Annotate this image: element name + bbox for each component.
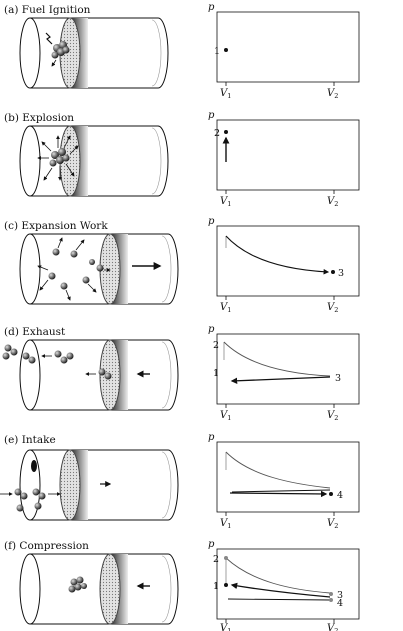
state-label-3-d: 3 xyxy=(335,373,341,384)
pv-plot-e: p V1 V2 4 xyxy=(208,432,360,530)
intake-valve-e xyxy=(31,460,37,472)
state-label-2-b: 2 xyxy=(214,128,220,139)
panel-b: (b) Explosion xyxy=(4,110,360,208)
state-label-2-d: 2 xyxy=(213,340,219,351)
p-axis-label-c: p xyxy=(208,216,215,227)
expansion-curve-f xyxy=(225,557,331,594)
pv-plot-b: p V1 V2 2 xyxy=(208,110,360,208)
svg-text:V2: V2 xyxy=(327,410,338,422)
state-label-3-f: 3 xyxy=(337,590,343,601)
expansion-curve-e xyxy=(225,451,331,489)
pv-plot-a: p V1 V2 1 xyxy=(208,2,360,100)
spark-icon xyxy=(45,32,53,45)
pv-plot-f: p V1 V2 2 1 3 4 xyxy=(208,539,360,631)
p-axis-label-b: p xyxy=(208,110,215,121)
caption-f: (f) Compression xyxy=(4,540,89,552)
compressed-molecules-f xyxy=(68,576,87,593)
state-point-3-f xyxy=(329,592,333,596)
p-axis-label-d: p xyxy=(208,324,215,335)
cylinder-d xyxy=(19,339,179,411)
compression-curve-f xyxy=(230,582,331,598)
state-point-1-f xyxy=(224,583,228,587)
state-label-1-f: 1 xyxy=(213,581,219,592)
caption-a: (a) Fuel Ignition xyxy=(4,4,91,16)
v2-label-e: V xyxy=(327,518,336,529)
panel-a: (a) Fuel Ignition p V1 V2 1 xyxy=(4,2,360,100)
state-point-1-a xyxy=(224,48,228,52)
svg-text:V1: V1 xyxy=(220,196,231,208)
pv-plot-d: p V1 V2 2 1 3 xyxy=(208,324,360,422)
exhaust-arrow-d xyxy=(230,376,331,385)
svg-text:V2: V2 xyxy=(327,518,338,530)
state-point-2-f xyxy=(224,556,228,560)
expanding-molecules-c xyxy=(37,237,111,301)
v1-label-d: V xyxy=(220,410,229,421)
cylinder-e xyxy=(19,449,179,521)
panel-d: (d) Exhaust p xyxy=(2,324,360,422)
svg-text:V1: V1 xyxy=(220,410,231,422)
svg-text:V2: V2 xyxy=(327,88,338,100)
fuel-molecules-a xyxy=(51,41,70,67)
svg-text:V2: V2 xyxy=(327,302,338,314)
exhaust-molecules-d xyxy=(2,344,112,380)
p-axis-label-e: p xyxy=(208,432,215,443)
state-point-2-b xyxy=(224,130,228,134)
p-axis-label-a: p xyxy=(208,2,215,13)
caption-d: (d) Exhaust xyxy=(4,326,66,338)
v1-label-e: V xyxy=(220,518,229,529)
cylinder-b xyxy=(19,125,169,197)
v2-label-f: V xyxy=(327,623,336,631)
intake-arrow-e xyxy=(229,490,328,498)
v1-label-b: V xyxy=(220,196,229,207)
caption-c: (c) Expansion Work xyxy=(4,220,108,232)
cylinder-a xyxy=(19,17,169,89)
v2-label-c: V xyxy=(327,302,336,313)
v2-label-a: V xyxy=(327,88,336,99)
state-label-4-e: 4 xyxy=(337,490,343,501)
exploding-molecules-b xyxy=(37,135,79,181)
v2-label-d: V xyxy=(327,410,336,421)
v1-label-c: V xyxy=(220,302,229,313)
svg-text:V2: V2 xyxy=(327,623,338,631)
intake-molecules-e xyxy=(0,488,61,512)
caption-e: (e) Intake xyxy=(4,434,56,446)
caption-b: (b) Explosion xyxy=(4,112,74,124)
svg-text:V1: V1 xyxy=(220,302,231,314)
svg-text:V2: V2 xyxy=(327,196,338,208)
state-point-4-e xyxy=(329,492,333,496)
v1-label-a: V xyxy=(220,88,229,99)
svg-text:V1: V1 xyxy=(220,518,231,530)
cylinder-f xyxy=(19,553,179,625)
panel-c: (c) Expansion Work xyxy=(4,216,360,314)
svg-text:V1: V1 xyxy=(220,88,231,100)
state-label-1-d: 1 xyxy=(213,368,219,379)
state-label-2-f: 2 xyxy=(213,554,219,565)
state-label-4-f: 4 xyxy=(337,598,343,609)
v2-label-b: V xyxy=(327,196,336,207)
panel-f: (f) Compression p V1 V2 xyxy=(4,539,360,631)
state-point-4-f xyxy=(329,598,333,602)
state-label-3-c: 3 xyxy=(338,268,344,279)
v1-label-f: V xyxy=(220,623,229,631)
expansion-curve-c xyxy=(225,235,330,275)
exhaust-line-e xyxy=(231,489,331,493)
expansion-curve-d xyxy=(223,341,331,377)
p-axis-label-f: p xyxy=(208,539,215,550)
svg-text:V1: V1 xyxy=(220,623,231,631)
panel-e: (e) Intake p xyxy=(0,432,360,530)
intake-line-f xyxy=(227,598,331,601)
state-point-3-c xyxy=(331,270,335,274)
pv-plot-c: p V1 V2 3 xyxy=(208,216,360,314)
state-label-1-a: 1 xyxy=(214,46,220,57)
